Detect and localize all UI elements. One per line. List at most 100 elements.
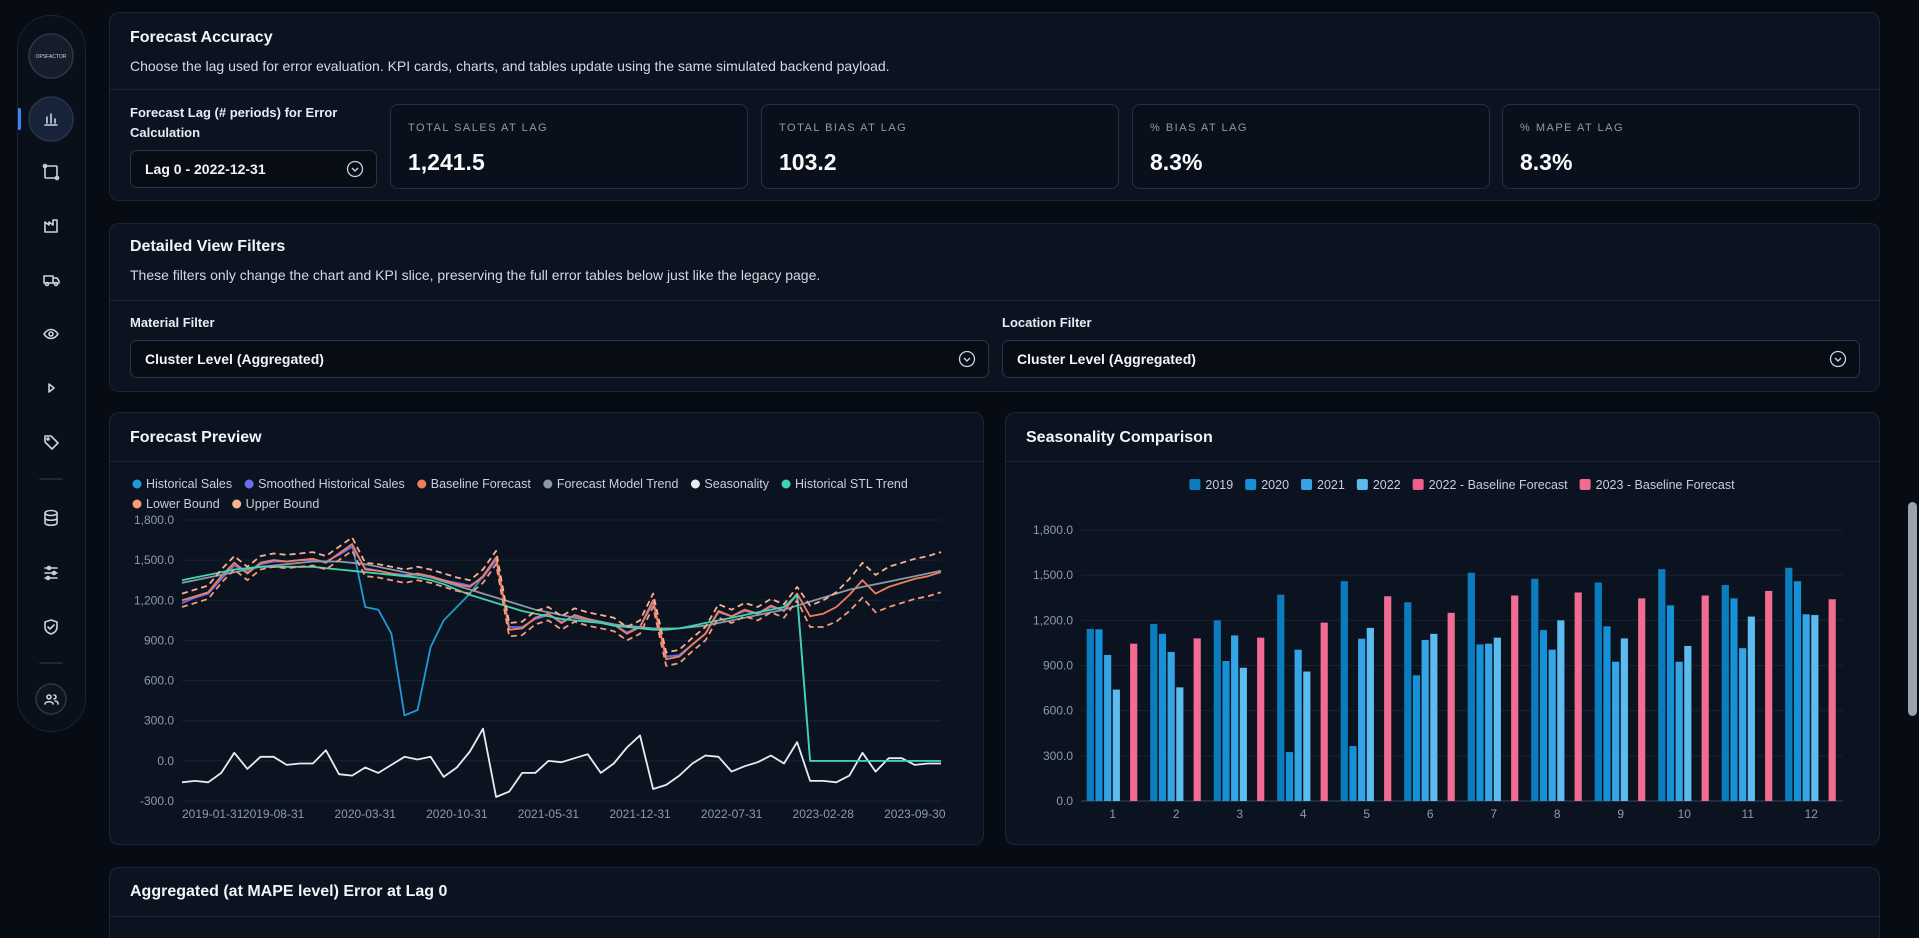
legend-label: Lower Bound bbox=[146, 497, 220, 511]
legend-item: Historical Sales bbox=[132, 477, 232, 491]
divider bbox=[110, 916, 1879, 917]
nav-users[interactable] bbox=[44, 694, 59, 705]
x-tick-label: 2 bbox=[1173, 807, 1180, 821]
nav-pricing[interactable] bbox=[44, 435, 59, 450]
bar bbox=[1574, 592, 1582, 801]
series-line bbox=[181, 727, 941, 798]
nav-transport[interactable] bbox=[43, 275, 60, 287]
x-tick-label: 2023-09-30 bbox=[884, 807, 946, 821]
legend-label: Baseline Forecast bbox=[431, 477, 532, 491]
bar bbox=[1476, 644, 1484, 801]
bar bbox=[1765, 590, 1773, 801]
bar bbox=[1303, 671, 1311, 801]
legend-item: Forecast Model Trend bbox=[543, 477, 678, 491]
legend-label: Historical STL Trend bbox=[795, 477, 908, 491]
bar bbox=[1658, 569, 1666, 801]
nav-factory[interactable] bbox=[44, 219, 58, 233]
bar bbox=[1485, 643, 1493, 801]
y-tick-label: 1,200.0 bbox=[134, 593, 174, 607]
logo-text: OPSFACTOR bbox=[36, 54, 67, 60]
nav-security[interactable] bbox=[44, 619, 58, 635]
material-select[interactable]: Cluster Level (Aggregated) bbox=[130, 340, 989, 378]
bar bbox=[1747, 616, 1755, 801]
legend-swatch bbox=[132, 499, 142, 509]
chart: 0.0 300.0 600.0 900.0 1,200.0 1,500.0 1,800.0 2… bbox=[1033, 478, 1843, 821]
y-tick-label: 300.0 bbox=[1043, 749, 1073, 763]
legend-swatch bbox=[1356, 479, 1368, 490]
nav-run[interactable] bbox=[48, 383, 55, 393]
bar bbox=[1666, 605, 1675, 801]
nav-analytics[interactable] bbox=[44, 113, 58, 126]
section-title: Aggregated (at MAPE level) Error at Lag … bbox=[130, 883, 448, 900]
bar bbox=[1493, 637, 1501, 801]
legend-label: 2020 bbox=[1261, 478, 1289, 492]
x-tick-label: 3 bbox=[1236, 807, 1243, 821]
legend-item: Seasonality bbox=[690, 477, 770, 491]
y-tick-label: 900.0 bbox=[144, 633, 174, 647]
bar bbox=[1130, 643, 1138, 801]
x-tick-label: 2021-12-31 bbox=[609, 807, 671, 821]
chevron bbox=[1829, 350, 1847, 368]
nav-settings[interactable] bbox=[44, 565, 58, 581]
chart-title: Forecast Preview bbox=[130, 429, 262, 446]
nav-data[interactable] bbox=[44, 509, 58, 527]
bar bbox=[1320, 622, 1328, 801]
legend-item: Smoothed Historical Sales bbox=[244, 477, 405, 491]
kpi-value: 103.2 bbox=[779, 149, 837, 175]
legend-swatch bbox=[1301, 479, 1313, 490]
lag-label: Forecast Lag (# periods) for Error Calcu… bbox=[130, 105, 338, 140]
logo[interactable] bbox=[28, 33, 74, 79]
y-tick-label: 600.0 bbox=[144, 674, 174, 688]
forecast-accuracy-panel: Forecast Accuracy Choose the lag used fo… bbox=[109, 12, 1880, 201]
legend-swatch bbox=[690, 479, 700, 489]
legend: 2019 2020 2021 2022 2022 - Baseline Forecast… bbox=[1189, 478, 1735, 492]
bar bbox=[1684, 645, 1692, 801]
bar bbox=[1257, 637, 1265, 801]
legend-label: Seasonality bbox=[704, 477, 769, 491]
x-tick-label: 11 bbox=[1742, 807, 1755, 821]
bar bbox=[1793, 581, 1802, 801]
sidebar: OPSFACTOR bbox=[17, 15, 86, 732]
legend-label: Historical Sales bbox=[146, 477, 232, 491]
legend-label: 2023 - Baseline Forecast bbox=[1596, 478, 1735, 492]
lag-select[interactable]: Lag 0 - 2022-12-31 bbox=[130, 150, 377, 188]
y-tick-label: 900.0 bbox=[1043, 659, 1073, 673]
bar bbox=[1421, 639, 1429, 801]
legend-swatch bbox=[232, 499, 242, 509]
chart: -300.0 0.0 300.0 600.0 900.0 1,200.0 1,500.0 1,… bbox=[132, 477, 946, 821]
filters-panel: Detailed View Filters These filters only… bbox=[109, 223, 1880, 392]
bar bbox=[1467, 572, 1475, 801]
bar bbox=[1603, 626, 1611, 801]
nav-visibility[interactable] bbox=[43, 328, 59, 340]
bar bbox=[1620, 638, 1628, 801]
bar bbox=[1828, 599, 1836, 801]
y-tick-label: -300.0 bbox=[140, 794, 174, 808]
x-tick-label: 2019-01-31 bbox=[182, 807, 244, 821]
location-select[interactable]: Cluster Level (Aggregated) bbox=[1002, 340, 1860, 378]
section-subtitle: Choose the lag used for error evaluation… bbox=[130, 58, 890, 74]
legend-swatch bbox=[1189, 479, 1201, 490]
bar bbox=[1167, 651, 1175, 801]
nav-users-bg bbox=[35, 683, 67, 715]
scrollbar-thumb[interactable] bbox=[1908, 502, 1917, 716]
kpi-card: % MAPE AT LAG 8.3% bbox=[1502, 104, 1860, 189]
filter-label: Material Filter bbox=[130, 315, 215, 330]
legend-swatch bbox=[1579, 479, 1591, 490]
kpi-label: TOTAL SALES AT LAG bbox=[408, 122, 549, 134]
legend-swatch bbox=[1245, 479, 1257, 490]
legend-swatch bbox=[781, 479, 791, 489]
legend-label: 2022 - Baseline Forecast bbox=[1429, 478, 1568, 492]
divider bbox=[110, 89, 1879, 90]
bar bbox=[1612, 661, 1620, 801]
kpi-card: TOTAL SALES AT LAG 1,241.5 bbox=[390, 104, 748, 189]
nav-network[interactable] bbox=[42, 163, 60, 181]
divider bbox=[1006, 461, 1879, 462]
bar bbox=[1721, 584, 1729, 801]
legend-item: Lower Bound bbox=[132, 497, 220, 511]
bar bbox=[1594, 582, 1602, 801]
bar bbox=[1739, 648, 1747, 801]
series-line bbox=[181, 536, 942, 654]
bar bbox=[1539, 630, 1548, 801]
bar bbox=[1557, 620, 1565, 801]
y-tick-label: 1,800.0 bbox=[134, 513, 174, 527]
